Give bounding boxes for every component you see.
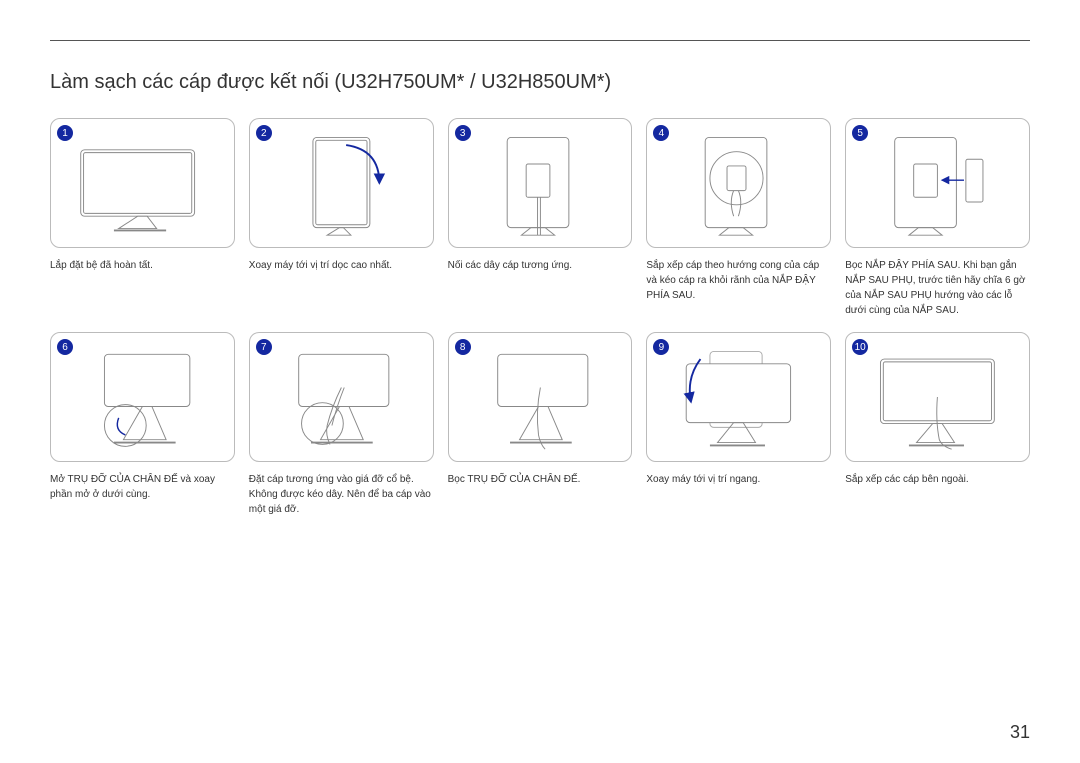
step-2: 2 Xoay máy tới vị trí dọc cao nhất. <box>249 118 434 318</box>
figure-5: 5 <box>845 118 1030 248</box>
illustration-place-cables-holder <box>256 339 427 455</box>
step-9: 9 Xoay máy tới vị trí ngang. <box>646 332 831 532</box>
step-1: 1 Lắp đặt bệ đã hoàn tất. <box>50 118 235 318</box>
illustration-arrange-external-cables <box>852 339 1023 455</box>
step-6: 6 Mở TRỤ ĐỠ CỦA CHÂN ĐẾ và xoay phần mở … <box>50 332 235 532</box>
figure-4: 4 <box>646 118 831 248</box>
caption-6: Mở TRỤ ĐỠ CỦA CHÂN ĐẾ và xoay phần mở ở … <box>50 472 235 532</box>
illustration-rotate-horizontal <box>653 339 824 455</box>
step-4: 4 Sắp xếp cáp theo hướng cong của cáp và… <box>646 118 831 318</box>
caption-9: Xoay máy tới vị trí ngang. <box>646 472 831 532</box>
caption-1: Lắp đặt bệ đã hoàn tất. <box>50 258 235 318</box>
illustration-monitor-stand <box>57 125 228 241</box>
steps-grid: 1 Lắp đặt bệ đã hoàn tất. 2 Xoay máy tới… <box>50 118 1030 532</box>
illustration-cover-back <box>852 125 1023 241</box>
figure-7: 7 <box>249 332 434 462</box>
caption-3: Nối các dây cáp tương ứng. <box>448 258 633 318</box>
badge-8: 8 <box>455 339 471 355</box>
illustration-open-stand-holder <box>57 339 228 455</box>
badge-1: 1 <box>57 125 73 141</box>
illustration-connect-cables <box>455 125 626 241</box>
badge-7: 7 <box>256 339 272 355</box>
figure-10: 10 <box>845 332 1030 462</box>
step-3: 3 Nối các dây cáp tương ứng. <box>448 118 633 318</box>
page-number: 31 <box>1010 722 1030 743</box>
badge-3: 3 <box>455 125 471 141</box>
page-title: Làm sạch các cáp được kết nối (U32H750UM… <box>50 71 1030 94</box>
figure-1: 1 <box>50 118 235 248</box>
figure-9: 9 <box>646 332 831 462</box>
illustration-cover-stand-holder <box>455 339 626 455</box>
caption-4: Sắp xếp cáp theo hướng cong của cáp và k… <box>646 258 831 318</box>
figure-3: 3 <box>448 118 633 248</box>
step-10: 10 Sắp xếp các cáp bên ngoài. <box>845 332 1030 532</box>
figure-6: 6 <box>50 332 235 462</box>
figure-2: 2 <box>249 118 434 248</box>
step-7: 7 Đặt cáp tương ứng vào giá đỡ cổ bệ. Kh… <box>249 332 434 532</box>
badge-2: 2 <box>256 125 272 141</box>
caption-2: Xoay máy tới vị trí dọc cao nhất. <box>249 258 434 318</box>
caption-5: Bọc NẮP ĐẬY PHÍA SAU. Khi bạn gắn NẮP SA… <box>845 258 1030 318</box>
top-divider <box>50 40 1030 41</box>
illustration-rotate-vertical <box>256 125 427 241</box>
caption-7: Đặt cáp tương ứng vào giá đỡ cổ bệ. Khôn… <box>249 472 434 532</box>
step-5: 5 Bọc NẮP ĐẬY PHÍA SAU. Khi bạn gắn NẮP … <box>845 118 1030 318</box>
caption-8: Bọc TRỤ ĐỠ CỦA CHÂN ĐẾ. <box>448 472 633 532</box>
caption-10: Sắp xếp các cáp bên ngoài. <box>845 472 1030 532</box>
badge-6: 6 <box>57 339 73 355</box>
figure-8: 8 <box>448 332 633 462</box>
illustration-arrange-cables <box>653 125 824 241</box>
step-8: 8 Bọc TRỤ ĐỠ CỦA CHÂN ĐẾ. <box>448 332 633 532</box>
